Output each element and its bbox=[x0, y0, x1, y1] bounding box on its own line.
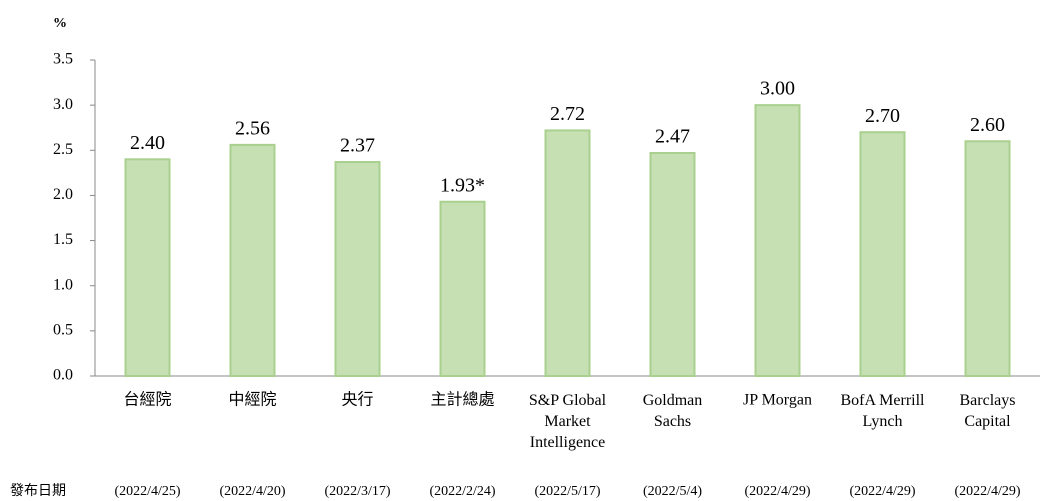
y-tick-label: 3.0 bbox=[53, 96, 73, 113]
x-tick-label: 央行 bbox=[341, 391, 373, 409]
date: (2022/4/25) bbox=[114, 484, 180, 499]
bar bbox=[964, 140, 1011, 377]
unit-label: % bbox=[53, 16, 67, 31]
y-tick-label: 2.5 bbox=[53, 141, 73, 158]
date: (2022/4/29) bbox=[744, 484, 810, 499]
bar bbox=[334, 161, 381, 377]
x-tick-label: 主計總處 bbox=[430, 391, 494, 409]
date: (2022/3/17) bbox=[324, 484, 390, 499]
date: (2022/4/20) bbox=[219, 484, 285, 499]
value-label: 2.72 bbox=[550, 103, 585, 125]
bar bbox=[649, 151, 696, 377]
value-label: 2.70 bbox=[865, 105, 900, 127]
date: (2022/4/29) bbox=[849, 484, 915, 499]
value-label: 1.93* bbox=[440, 174, 485, 196]
value-label: 2.40 bbox=[130, 132, 165, 154]
date: (2022/5/17) bbox=[534, 484, 600, 499]
x-tick-label: 中經院 bbox=[228, 391, 276, 409]
value-label: 2.47 bbox=[655, 126, 690, 148]
x-tick-label: BofA Merrill Lynch bbox=[841, 392, 926, 430]
x-tick-label: 台經院 bbox=[123, 391, 171, 409]
bar bbox=[544, 129, 591, 377]
x-tick-label: Barclays Capital bbox=[960, 392, 1016, 430]
y-tick-label: 2.0 bbox=[53, 186, 73, 203]
value-label: 2.60 bbox=[970, 114, 1005, 136]
value-label: 2.37 bbox=[340, 135, 375, 157]
date: (2022/5/4) bbox=[643, 484, 702, 499]
bar bbox=[229, 143, 276, 377]
y-tick-label: 1.5 bbox=[53, 231, 73, 248]
value-label: 2.56 bbox=[235, 117, 270, 139]
y-tick-label: 1.0 bbox=[53, 276, 73, 293]
x-tick-label: JP Morgan bbox=[743, 392, 812, 409]
bar bbox=[439, 200, 486, 377]
x-tick-label: S&P Global Market Intelligence bbox=[529, 392, 607, 451]
bar bbox=[859, 131, 906, 377]
y-tick-label: 3.5 bbox=[53, 51, 73, 68]
bar bbox=[124, 158, 171, 377]
y-tick-label: 0.5 bbox=[53, 322, 73, 339]
bar bbox=[754, 104, 801, 378]
y-tick-label: 0.0 bbox=[53, 367, 73, 384]
x-tick-label: Goldman Sachs bbox=[643, 392, 703, 430]
date-label: 發布日期 bbox=[10, 483, 66, 499]
value-label: 3.00 bbox=[760, 78, 795, 100]
date: (2022/4/29) bbox=[954, 484, 1020, 499]
date: (2022/2/24) bbox=[429, 484, 495, 499]
